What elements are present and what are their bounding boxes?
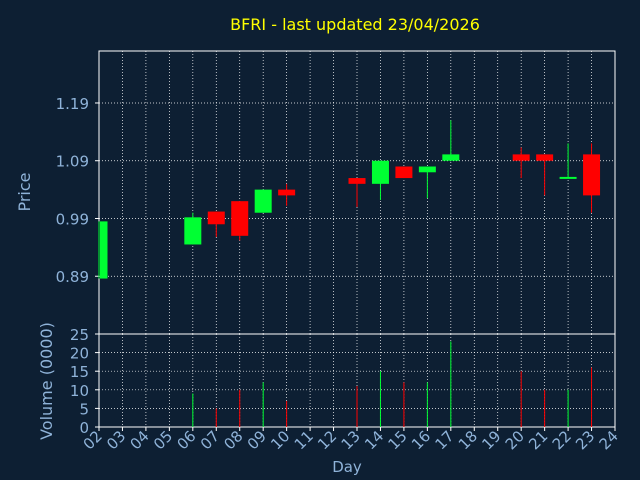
x-tick-label: 18 xyxy=(455,427,481,453)
candle-body xyxy=(254,189,272,213)
x-tick-label: 20 xyxy=(502,427,528,453)
volume-tick-label: 15 xyxy=(70,363,89,381)
x-tick-label: 12 xyxy=(314,427,340,453)
x-tick-label: 16 xyxy=(408,427,434,453)
price-tick-label: 1.19 xyxy=(56,95,89,113)
x-tick-label: 13 xyxy=(338,427,364,453)
price-tick-label: 1.09 xyxy=(56,153,89,171)
x-tick-label: 15 xyxy=(385,427,411,453)
x-tick-label: 19 xyxy=(478,427,504,453)
candle-body xyxy=(207,211,225,225)
x-tick-label: 06 xyxy=(173,427,199,453)
x-tick-label: 17 xyxy=(431,427,457,453)
candle-body xyxy=(371,160,389,184)
x-tick-label: 09 xyxy=(244,427,270,453)
candle-body xyxy=(442,154,460,161)
x-tick-label: 14 xyxy=(361,427,387,453)
x-tick-labels: 0203040506070809101112131415161718192021… xyxy=(80,427,622,453)
x-tick-label: 08 xyxy=(220,427,246,453)
price-panel: 0.89 0.99 1.09 1.19 xyxy=(56,50,616,335)
candle-body xyxy=(395,166,413,179)
volume-tick-label: 25 xyxy=(70,326,89,344)
x-axis-label: Day xyxy=(332,458,362,476)
candle-body xyxy=(348,178,366,184)
price-axis-label: Price xyxy=(15,172,34,211)
price-tick-label: 0.89 xyxy=(56,268,89,286)
x-tick-label: 04 xyxy=(127,427,153,453)
x-tick-label: 24 xyxy=(596,427,622,453)
candle-body xyxy=(418,166,436,173)
x-tick-label: 23 xyxy=(572,427,598,453)
x-tick-label: 05 xyxy=(150,427,176,453)
x-tick-label: 07 xyxy=(197,427,223,453)
x-tick-label: 10 xyxy=(267,427,293,453)
volume-tick-label: 5 xyxy=(79,400,89,418)
candle-body xyxy=(583,154,601,196)
chart-title: BFRI - last updated 23/04/2026 xyxy=(230,15,480,34)
x-tick-label: 11 xyxy=(291,427,317,453)
candle-body xyxy=(559,176,577,179)
candle-body xyxy=(536,154,554,161)
candle-body xyxy=(100,221,108,279)
volume-axis-label: Volume (0000) xyxy=(37,322,56,440)
price-tick-label: 0.99 xyxy=(56,210,89,228)
volume-tick-label: 10 xyxy=(70,382,89,400)
candle-body xyxy=(278,189,296,196)
candle-body xyxy=(231,201,249,236)
candle-body xyxy=(184,217,202,245)
x-tick-label: 21 xyxy=(525,427,551,453)
x-tick-label: 03 xyxy=(103,427,129,453)
x-tick-label: 22 xyxy=(549,427,575,453)
volume-tick-label: 20 xyxy=(70,345,89,363)
candle-body xyxy=(512,154,530,161)
volume-tick-label: 0 xyxy=(79,419,89,437)
